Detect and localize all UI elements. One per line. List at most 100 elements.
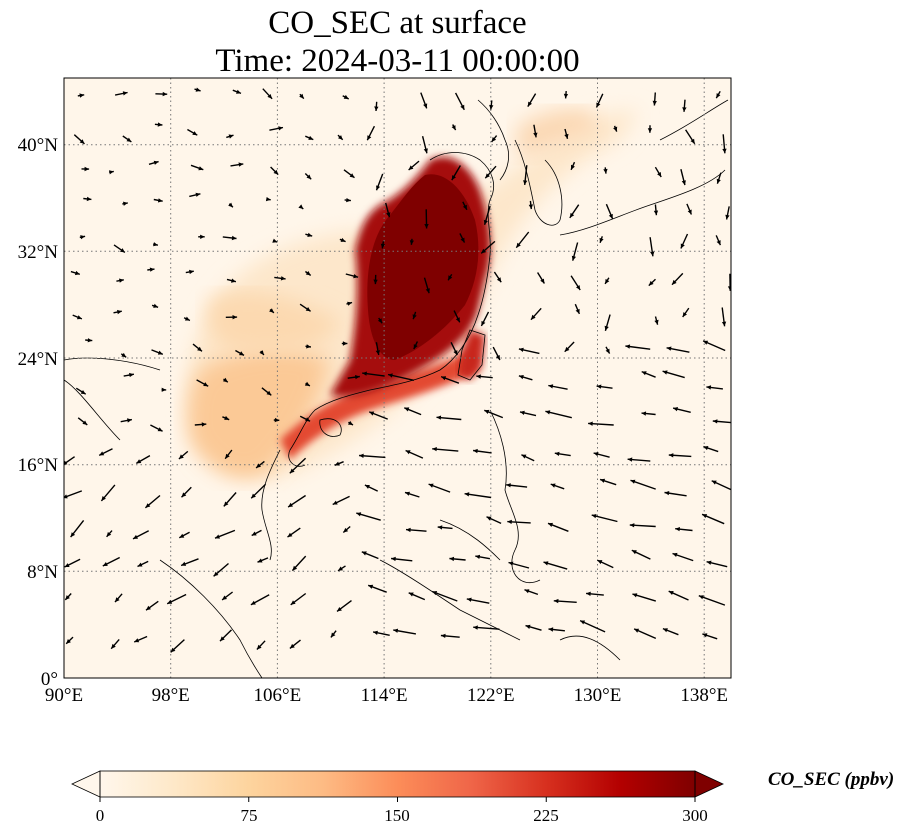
wind-arrow-head (330, 632, 336, 638)
wind-arrow-head (195, 87, 201, 92)
wind-arrow-head (475, 554, 481, 559)
wind-arrow-head (137, 562, 143, 567)
wind-arrow-head (79, 139, 85, 144)
wind-arrow-head (338, 566, 343, 571)
wind-arrow-head (712, 419, 718, 424)
wind-arrow-head (597, 560, 603, 565)
wind-arrow-head (604, 325, 609, 331)
lon-tick: 138°E (680, 685, 728, 706)
wind-arrow-head (481, 248, 487, 254)
wind-arrow-head (307, 232, 313, 237)
wind-arrow-head (167, 599, 173, 604)
colorbar-tick: 75 (240, 806, 258, 825)
wind-arrow-head (231, 235, 237, 241)
wind-arrow-head (361, 551, 367, 556)
wind-arrow-head (495, 355, 500, 360)
wind-arrow-head (337, 607, 342, 612)
map-frame (63, 77, 732, 679)
wind-arrow-head (388, 373, 393, 378)
lat-tick: 8°N (27, 562, 58, 583)
colorbar-label: CO_SEC (ppbv) (768, 769, 895, 790)
wind-arrow-head (369, 411, 375, 416)
wind-arrow-head (440, 633, 446, 638)
wind-arrow-head (599, 237, 604, 243)
wind-arrow-head (308, 135, 314, 140)
wind-arrow-head (652, 100, 657, 106)
wind-arrow-head (563, 93, 569, 99)
wind-arrow-head (657, 172, 662, 177)
wind-arrow-head (525, 624, 531, 629)
wind-arrow-head (681, 180, 686, 186)
wind-arrow-head (87, 338, 93, 343)
wind-arrow-head (543, 561, 549, 566)
wind-arrow-head (648, 280, 654, 286)
wind-arrow-head (634, 628, 640, 633)
wind-arrow (545, 410, 572, 419)
wind-arrow-head (224, 415, 230, 420)
wind-arrow-head (464, 492, 470, 497)
wind-arrow-head (576, 285, 581, 290)
wind-arrow-head (666, 346, 672, 351)
wind-arrow-head (123, 201, 128, 206)
wind-arrow-head (603, 168, 608, 174)
wind-arrow-head (120, 248, 125, 253)
wind-arrow-head (343, 527, 349, 533)
wind-arrow-head (473, 625, 478, 630)
wind-arrow-head (157, 427, 163, 432)
wind-arrow-head (338, 135, 343, 140)
wind-arrow-head (564, 346, 570, 352)
wind-arrow-head (373, 279, 378, 285)
lon-tick: 130°E (574, 685, 622, 706)
wind-arrow-head (272, 238, 278, 243)
wind-arrow-head (605, 278, 610, 284)
wind-arrow-head (201, 422, 207, 427)
wind-arrow-head (82, 420, 88, 425)
wind-arrow-head (181, 492, 187, 498)
wind-arrow-head (654, 319, 659, 325)
wind-arrow-head (518, 375, 524, 380)
wind-arrow-head (436, 415, 442, 420)
lon-tick: 122°E (467, 685, 515, 706)
wind-arrow-head (473, 448, 478, 454)
wind-arrow-head (127, 418, 132, 423)
wind-arrow-head (518, 347, 524, 352)
wind-arrow-head (265, 197, 271, 202)
wind-arrow-head (101, 496, 106, 501)
wind-arrow-head (133, 534, 138, 539)
lon-tick: 106°E (254, 685, 302, 706)
wind-arrow-head (280, 276, 286, 281)
wind-arrow-head (76, 315, 82, 320)
wind-arrow-head (66, 639, 71, 644)
wind-arrow-head (687, 209, 692, 215)
wind-arrow-head (228, 202, 233, 208)
wind-arrow-head (251, 531, 257, 536)
wind-arrow-head (527, 101, 532, 107)
colorbar (71, 770, 724, 802)
wind-arrow-head (423, 148, 428, 154)
wind-arrow-head (74, 270, 80, 276)
wind-arrow-head (80, 390, 86, 395)
wind-arrow-head (353, 274, 359, 279)
wind-arrow-head (222, 595, 227, 600)
wind-arrow-head (721, 321, 727, 327)
wind-arrow-head (507, 519, 512, 524)
wind-arrow-head (184, 316, 190, 321)
wind-arrow-head (641, 371, 647, 376)
wind-arrow-head (508, 561, 514, 566)
wind-arrow-head (591, 514, 597, 519)
wind-arrow-head (486, 516, 492, 521)
wind-arrow-head (460, 237, 465, 243)
wind-arrow-head (146, 605, 151, 611)
wind-arrow-head (332, 500, 338, 505)
wind-arrow-head (548, 627, 554, 632)
wind-arrow-head (377, 318, 383, 324)
wind-arrow-head (287, 532, 293, 538)
wind-arrow-head (727, 286, 731, 291)
wind-arrow-head (406, 527, 411, 533)
wind-arrow-head (702, 514, 708, 519)
colorbar-tick: 225 (533, 806, 559, 825)
wind-arrow-head (256, 644, 262, 650)
wind-arrow-head (203, 382, 209, 387)
wind-arrow-head (662, 370, 668, 375)
wind-arrow-head (289, 643, 295, 649)
